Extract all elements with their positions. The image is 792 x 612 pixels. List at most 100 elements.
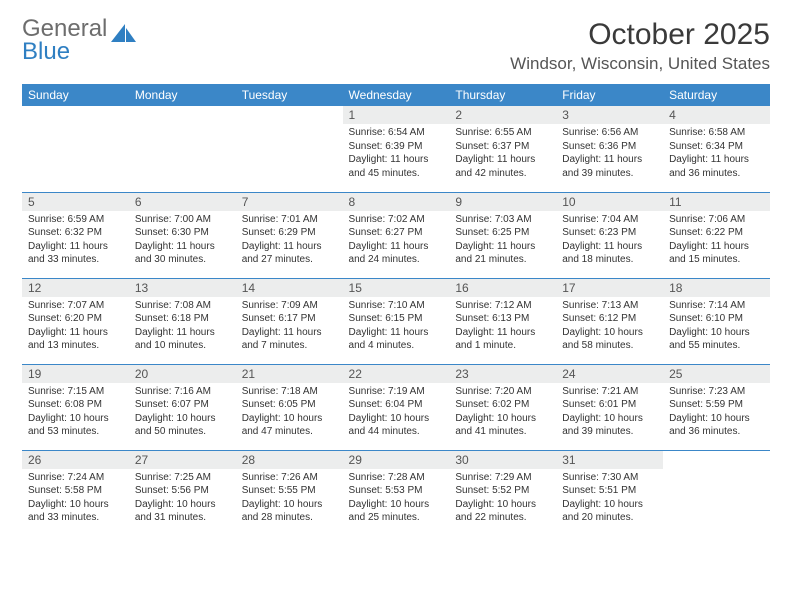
day-number: 4 (663, 106, 770, 124)
sunset-text: Sunset: 6:05 PM (242, 398, 337, 412)
sunrise-text: Sunrise: 6:54 AM (349, 126, 444, 140)
sunset-text: Sunset: 6:01 PM (562, 398, 657, 412)
sunset-text: Sunset: 6:25 PM (455, 226, 550, 240)
day2-text: and 27 minutes. (242, 253, 337, 267)
day2-text: and 58 minutes. (562, 339, 657, 353)
calendar-cell: 2Sunrise: 6:55 AMSunset: 6:37 PMDaylight… (449, 106, 556, 192)
calendar-cell: 7Sunrise: 7:01 AMSunset: 6:29 PMDaylight… (236, 192, 343, 278)
calendar-cell: 3Sunrise: 6:56 AMSunset: 6:36 PMDaylight… (556, 106, 663, 192)
day-number: 19 (22, 365, 129, 383)
calendar-cell: 19Sunrise: 7:15 AMSunset: 6:08 PMDayligh… (22, 364, 129, 450)
day2-text: and 47 minutes. (242, 425, 337, 439)
day-number: 25 (663, 365, 770, 383)
day-number: 31 (556, 451, 663, 469)
day1-text: Daylight: 10 hours (562, 498, 657, 512)
sunset-text: Sunset: 5:59 PM (669, 398, 764, 412)
day1-text: Daylight: 11 hours (349, 153, 444, 167)
day1-text: Daylight: 10 hours (455, 412, 550, 426)
sunrise-text: Sunrise: 7:13 AM (562, 299, 657, 313)
day1-text: Daylight: 10 hours (349, 412, 444, 426)
sunrise-text: Sunrise: 7:14 AM (669, 299, 764, 313)
sunrise-text: Sunrise: 6:59 AM (28, 213, 123, 227)
day-header: Monday (129, 84, 236, 106)
day-header: Thursday (449, 84, 556, 106)
day-body: Sunrise: 7:08 AMSunset: 6:18 PMDaylight:… (129, 297, 236, 357)
calendar-cell (663, 450, 770, 536)
day-number: 5 (22, 193, 129, 211)
calendar-cell: 17Sunrise: 7:13 AMSunset: 6:12 PMDayligh… (556, 278, 663, 364)
day2-text: and 22 minutes. (455, 511, 550, 525)
day-number: 14 (236, 279, 343, 297)
day1-text: Daylight: 11 hours (669, 240, 764, 254)
day2-text: and 4 minutes. (349, 339, 444, 353)
calendar-cell: 10Sunrise: 7:04 AMSunset: 6:23 PMDayligh… (556, 192, 663, 278)
day-number: 29 (343, 451, 450, 469)
day2-text: and 33 minutes. (28, 253, 123, 267)
sunrise-text: Sunrise: 7:25 AM (135, 471, 230, 485)
sunrise-text: Sunrise: 7:07 AM (28, 299, 123, 313)
day1-text: Daylight: 10 hours (455, 498, 550, 512)
sunrise-text: Sunrise: 7:10 AM (349, 299, 444, 313)
day-header: Saturday (663, 84, 770, 106)
day-number: 3 (556, 106, 663, 124)
day2-text: and 31 minutes. (135, 511, 230, 525)
day-number: 11 (663, 193, 770, 211)
day1-text: Daylight: 11 hours (349, 326, 444, 340)
day-number: 6 (129, 193, 236, 211)
day-body: Sunrise: 7:03 AMSunset: 6:25 PMDaylight:… (449, 211, 556, 271)
sunrise-text: Sunrise: 6:55 AM (455, 126, 550, 140)
day1-text: Daylight: 10 hours (349, 498, 444, 512)
sunset-text: Sunset: 5:55 PM (242, 484, 337, 498)
sunset-text: Sunset: 6:10 PM (669, 312, 764, 326)
day-body: Sunrise: 7:04 AMSunset: 6:23 PMDaylight:… (556, 211, 663, 271)
sunrise-text: Sunrise: 6:58 AM (669, 126, 764, 140)
sunrise-text: Sunrise: 7:24 AM (28, 471, 123, 485)
sunrise-text: Sunrise: 7:06 AM (669, 213, 764, 227)
sunset-text: Sunset: 5:58 PM (28, 484, 123, 498)
sunset-text: Sunset: 6:12 PM (562, 312, 657, 326)
day-header: Tuesday (236, 84, 343, 106)
day2-text: and 44 minutes. (349, 425, 444, 439)
day-number: 22 (343, 365, 450, 383)
sunrise-text: Sunrise: 7:30 AM (562, 471, 657, 485)
calendar-cell: 30Sunrise: 7:29 AMSunset: 5:52 PMDayligh… (449, 450, 556, 536)
day-number: 26 (22, 451, 129, 469)
sunrise-text: Sunrise: 7:20 AM (455, 385, 550, 399)
day-body: Sunrise: 7:10 AMSunset: 6:15 PMDaylight:… (343, 297, 450, 357)
day2-text: and 18 minutes. (562, 253, 657, 267)
calendar-cell (22, 106, 129, 192)
day-body: Sunrise: 6:56 AMSunset: 6:36 PMDaylight:… (556, 124, 663, 184)
sunrise-text: Sunrise: 7:00 AM (135, 213, 230, 227)
day-number: 30 (449, 451, 556, 469)
sunrise-text: Sunrise: 7:03 AM (455, 213, 550, 227)
calendar-cell: 26Sunrise: 7:24 AMSunset: 5:58 PMDayligh… (22, 450, 129, 536)
day1-text: Daylight: 10 hours (28, 412, 123, 426)
day-body: Sunrise: 7:15 AMSunset: 6:08 PMDaylight:… (22, 383, 129, 443)
day-header: Wednesday (343, 84, 450, 106)
day-number: 20 (129, 365, 236, 383)
calendar-cell: 9Sunrise: 7:03 AMSunset: 6:25 PMDaylight… (449, 192, 556, 278)
day1-text: Daylight: 11 hours (455, 326, 550, 340)
day-body: Sunrise: 7:12 AMSunset: 6:13 PMDaylight:… (449, 297, 556, 357)
sunset-text: Sunset: 6:39 PM (349, 140, 444, 154)
calendar-cell (129, 106, 236, 192)
sunrise-text: Sunrise: 7:16 AM (135, 385, 230, 399)
day-body: Sunrise: 7:13 AMSunset: 6:12 PMDaylight:… (556, 297, 663, 357)
logo: General Blue (22, 18, 137, 64)
day-number: 27 (129, 451, 236, 469)
calendar-cell: 4Sunrise: 6:58 AMSunset: 6:34 PMDaylight… (663, 106, 770, 192)
sunset-text: Sunset: 6:23 PM (562, 226, 657, 240)
day-number: 24 (556, 365, 663, 383)
day-number: 17 (556, 279, 663, 297)
day1-text: Daylight: 10 hours (562, 326, 657, 340)
calendar-cell: 14Sunrise: 7:09 AMSunset: 6:17 PMDayligh… (236, 278, 343, 364)
day2-text: and 39 minutes. (562, 167, 657, 181)
day1-text: Daylight: 11 hours (455, 153, 550, 167)
sunrise-text: Sunrise: 7:15 AM (28, 385, 123, 399)
sunset-text: Sunset: 6:18 PM (135, 312, 230, 326)
header: General Blue October 2025 Windsor, Wisco… (22, 18, 770, 74)
sunset-text: Sunset: 5:52 PM (455, 484, 550, 498)
sunrise-text: Sunrise: 7:04 AM (562, 213, 657, 227)
day2-text: and 21 minutes. (455, 253, 550, 267)
day-body: Sunrise: 6:55 AMSunset: 6:37 PMDaylight:… (449, 124, 556, 184)
